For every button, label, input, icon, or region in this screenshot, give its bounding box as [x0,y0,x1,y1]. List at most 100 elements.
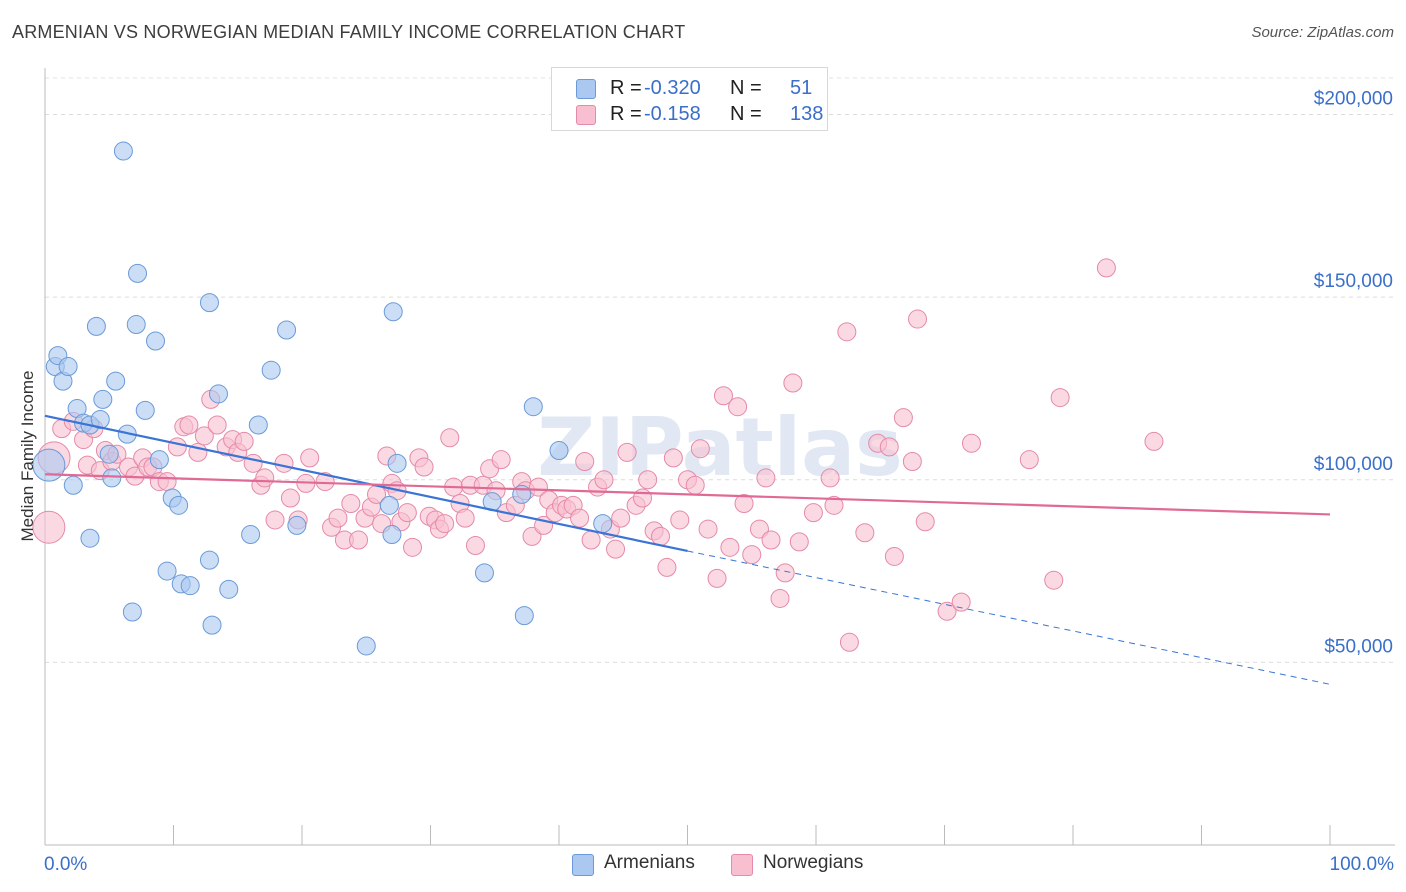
norwegian-point [234,431,254,451]
norwegian-point [274,453,294,473]
norwegian-point [756,468,776,488]
norwegian-point [837,322,857,342]
norwegian-point [749,519,769,539]
n-value: 138 [790,103,824,125]
armenian-point [219,579,239,599]
norwegian-point [775,563,795,583]
norwegians-trend-line [44,473,1331,516]
armenian-point [80,528,100,548]
norwegian-point [435,514,455,534]
armenian-point [106,371,126,391]
armenian-point [202,615,222,635]
y-tick-label: $150,000 [1314,271,1393,292]
norwegian-point [341,494,361,514]
norwegian-point [742,545,762,565]
norwegian-point [902,452,922,471]
armenian-point [58,357,78,377]
norwegian-point [611,508,631,528]
armenians-points [32,141,613,656]
n-value: 51 [790,77,813,99]
armenian-point [126,315,146,335]
armenian-point [32,448,66,482]
armenian-point [549,441,569,461]
y-axis-label: Median Family Income [18,370,37,541]
norwegians-swatch [731,854,753,876]
norwegian-point [522,526,542,546]
norwegian-point [570,508,590,528]
x-tick-labels: 0.0% 100.0% [44,854,1394,875]
norwegian-point [1144,431,1164,451]
n-label: N = [730,77,762,99]
norwegian-point [937,601,957,621]
norwegian-point [770,588,790,608]
norwegian-point [280,488,300,508]
y-tick-label: $100,000 [1314,454,1393,475]
armenian-point [287,515,307,535]
y-tick-labels: $50,000 $100,000 $150,000 $200,000 [1314,89,1393,658]
norwegian-point [951,592,971,612]
armenian-point [199,550,219,570]
r-value: -0.320 [644,77,701,99]
r-value: -0.158 [644,103,701,125]
armenian-point [113,141,133,161]
norwegian-point [783,373,803,393]
norwegians-swatch [576,105,596,125]
norwegian-point [884,546,904,566]
norwegian-point [670,510,690,530]
n-label: N = [730,103,762,125]
armenian-point [102,468,122,488]
norwegian-point [713,386,733,406]
armenian-point [593,514,613,534]
armenian-point [208,384,228,404]
armenians-label: Armenians [604,852,695,873]
norwegian-point [1096,258,1116,278]
armenian-point [248,415,268,435]
norwegian-point [820,468,840,488]
norwegian-point [349,530,369,550]
norwegian-point [789,532,809,552]
norwegian-point [179,415,199,435]
x-tick-label: 100.0% [1330,854,1395,875]
armenian-point [382,525,402,545]
armenian-point [356,636,376,656]
armenian-point [474,563,494,583]
norwegians-label: Norwegians [763,852,864,873]
norwegian-point [465,536,485,556]
armenian-point [523,397,543,417]
norwegian-point [207,415,227,435]
armenian-point [261,360,281,380]
armenian-point [157,561,177,581]
armenian-point [99,444,119,464]
norwegian-point [455,508,475,528]
norwegian-point [243,453,263,473]
armenian-point [387,453,407,473]
norwegian-point [265,510,285,530]
armenians-swatch [576,79,596,99]
armenian-point [146,331,166,351]
norwegian-point [690,439,710,459]
norwegian-point [328,508,348,528]
norwegian-point [414,457,434,477]
norwegian-point [761,530,781,550]
armenian-point [122,602,142,622]
norwegian-point [606,539,626,559]
norwegian-point [528,477,548,497]
armenian-point [135,400,155,420]
source-label: Source: ZipAtlas.com [1251,24,1394,41]
norwegian-point [915,512,935,532]
norwegian-point [720,537,740,557]
armenian-point [514,606,534,626]
norwegian-point [698,519,718,539]
trend-lines [44,414,1331,685]
norwegian-point [594,470,614,490]
r-label: R = [610,103,642,125]
armenian-point [241,525,261,545]
armenian-point [63,475,83,495]
armenian-point [128,263,148,283]
norwegian-point [32,510,66,544]
x-tick-label: 0.0% [44,854,87,875]
armenian-point [199,293,219,313]
norwegian-point [657,557,677,577]
armenian-point [86,316,106,336]
